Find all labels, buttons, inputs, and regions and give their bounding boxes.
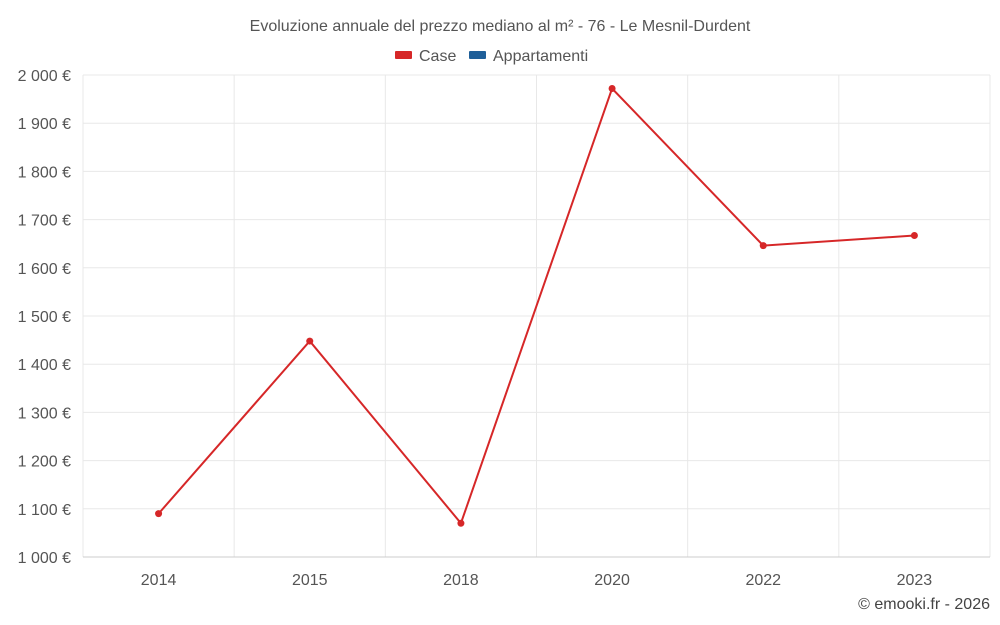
y-tick-label: 1 300 € <box>18 405 71 422</box>
legend-swatch-appartamenti[interactable] <box>469 51 486 59</box>
x-tick-label: 2014 <box>141 572 177 589</box>
data-point-case-2018[interactable] <box>457 519 465 527</box>
data-point-case-2020[interactable] <box>608 84 616 92</box>
y-tick-label: 1 200 € <box>18 454 71 471</box>
y-tick-label: 1 800 € <box>18 164 71 181</box>
series-line-case <box>157 86 915 526</box>
credit-text: © emooki.fr - 2026 <box>858 596 990 613</box>
data-point-case-2023[interactable] <box>910 232 918 240</box>
y-tick-label: 1 500 € <box>18 309 71 326</box>
data-point-case-2022[interactable] <box>759 242 767 250</box>
legend-label-case[interactable]: Case <box>419 48 456 65</box>
y-axis-tick-labels: 1 000 € 1 100 € 1 200 € 1 300 € 1 400 € 1 500… <box>18 68 71 567</box>
y-tick-label: 1 000 € <box>18 550 71 567</box>
x-tick-label: 2018 <box>443 572 479 589</box>
chart-title: Evoluzione annuale del prezzo mediano al… <box>250 18 751 35</box>
y-tick-label: 1 900 € <box>18 116 71 133</box>
x-axis-tick-labels: 2014 2015 2018 2020 2022 2023 <box>141 572 933 589</box>
y-tick-label: 2 000 € <box>18 68 71 85</box>
legend-swatch-case[interactable] <box>395 51 412 59</box>
data-point-case-2014[interactable] <box>155 510 163 518</box>
legend-label-appartamenti[interactable]: Appartamenti <box>493 48 588 65</box>
y-tick-label: 1 600 € <box>18 261 71 278</box>
x-tick-label: 2022 <box>745 572 781 589</box>
x-tick-label: 2020 <box>594 572 630 589</box>
y-tick-label: 1 400 € <box>18 357 71 374</box>
y-tick-label: 1 100 € <box>18 502 71 519</box>
data-point-case-2015[interactable] <box>306 337 314 345</box>
y-tick-label: 1 700 € <box>18 213 71 230</box>
vertical-gridlines <box>82 75 991 557</box>
x-tick-label: 2023 <box>897 572 933 589</box>
series-layer <box>155 84 918 527</box>
x-tick-label: 2015 <box>292 572 328 589</box>
legend: Case Appartamenti <box>395 48 588 65</box>
